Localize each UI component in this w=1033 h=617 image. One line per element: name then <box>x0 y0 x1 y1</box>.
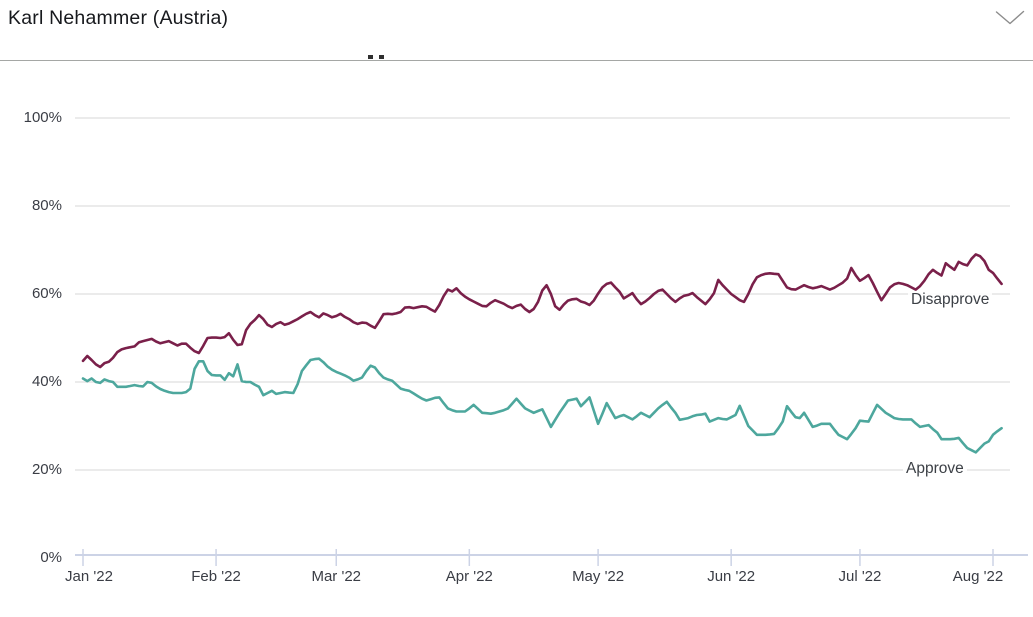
politician-selector[interactable]: Karl Nehammer (Austria) <box>0 0 1033 40</box>
x-axis-label: Jul '22 <box>838 568 882 585</box>
x-axis-label: Mar '22 <box>311 568 362 585</box>
x-axis-label: Jun '22 <box>707 568 756 585</box>
x-axis-label: Apr '22 <box>445 568 493 585</box>
clipped-text-artifact <box>368 55 388 59</box>
y-axis-label: 40% <box>31 373 62 390</box>
x-axis-label: May '22 <box>572 568 625 585</box>
x-axis-label: Feb '22 <box>191 568 241 585</box>
y-axis-label: 80% <box>31 197 62 214</box>
y-axis-label: 0% <box>40 549 62 566</box>
series-label-approve: Approve <box>903 460 967 478</box>
y-axis-label: 20% <box>31 461 62 478</box>
series-label-disapprove: Disapprove <box>908 291 993 309</box>
header-divider <box>0 60 1033 61</box>
y-axis-label: 60% <box>31 285 62 302</box>
y-axis-label: 100% <box>23 109 62 126</box>
approve-line <box>81 357 1003 454</box>
x-axis-label: Aug '22 <box>952 568 1004 585</box>
page-title: Karl Nehammer (Austria) <box>8 7 229 29</box>
x-axis-label: Jan '22 <box>65 568 113 585</box>
disapprove-line <box>81 253 1003 369</box>
chevron-down-icon[interactable] <box>995 10 1025 26</box>
